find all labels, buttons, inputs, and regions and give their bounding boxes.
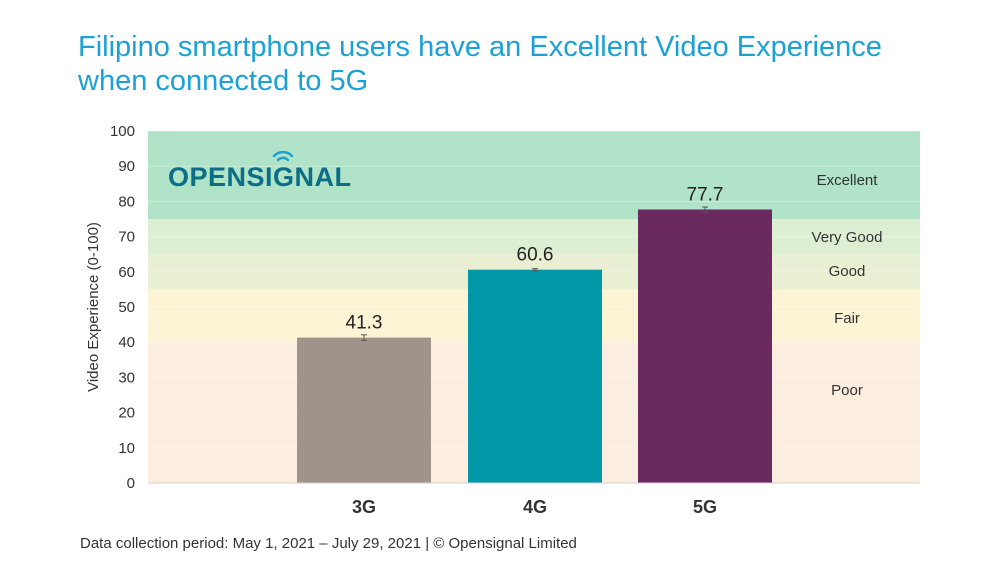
value-labels: 41.3 60.6 77.7 <box>346 184 724 333</box>
logo-text-i: I <box>265 162 273 192</box>
band-labels: Poor Fair Good Very Good Excellent <box>812 172 883 399</box>
x-tick-label: 5G <box>693 497 717 517</box>
y-tick-label: 10 <box>118 440 135 457</box>
band-very-good <box>148 219 920 255</box>
y-tick-label: 50 <box>118 299 135 316</box>
y-tick-label: 80 <box>118 193 135 210</box>
chart-title: Filipino smartphone users have an Excell… <box>78 31 882 97</box>
bar-3g <box>297 337 431 483</box>
y-tick-label: 0 <box>127 475 135 492</box>
value-label: 60.6 <box>517 245 554 266</box>
y-axis-title: Video Experience (0-100) <box>85 222 102 392</box>
error-bar <box>702 206 708 213</box>
y-tick-label: 30 <box>118 369 135 386</box>
footer-source: Data collection period: May 1, 2021 – Ju… <box>80 535 577 552</box>
signal-icon <box>272 151 294 162</box>
y-tick-label: 40 <box>118 334 135 351</box>
logo-text-start: OPENS <box>168 162 265 192</box>
y-tick-label: 100 <box>110 123 135 140</box>
error-bar <box>361 334 367 341</box>
y-tick-label: 20 <box>118 405 135 422</box>
bars <box>297 206 772 483</box>
band-label: Excellent <box>817 172 879 189</box>
band-label: Good <box>829 263 866 280</box>
x-tick-label: 3G <box>352 497 376 517</box>
band-label: Poor <box>831 382 863 399</box>
svg-text:OPENSIGNAL: OPENSIGNAL <box>168 162 352 192</box>
y-tick-label: 90 <box>118 158 135 175</box>
y-tick-label: 70 <box>118 229 135 246</box>
band-label: Very Good <box>812 229 883 246</box>
value-label: 77.7 <box>687 184 724 205</box>
y-tick-label: 60 <box>118 264 135 281</box>
logo-text-end: GNAL <box>273 162 352 192</box>
opensignal-logo: OPENSIGNAL <box>168 151 352 192</box>
band-label: Fair <box>834 310 860 327</box>
x-axis: 3G 4G 5G <box>352 497 717 517</box>
band-excellent <box>148 131 920 219</box>
value-label: 41.3 <box>346 313 383 334</box>
error-bar <box>532 268 538 272</box>
bar-4g <box>468 269 602 483</box>
x-tick-label: 4G <box>523 497 547 517</box>
bar-5g <box>638 209 772 483</box>
